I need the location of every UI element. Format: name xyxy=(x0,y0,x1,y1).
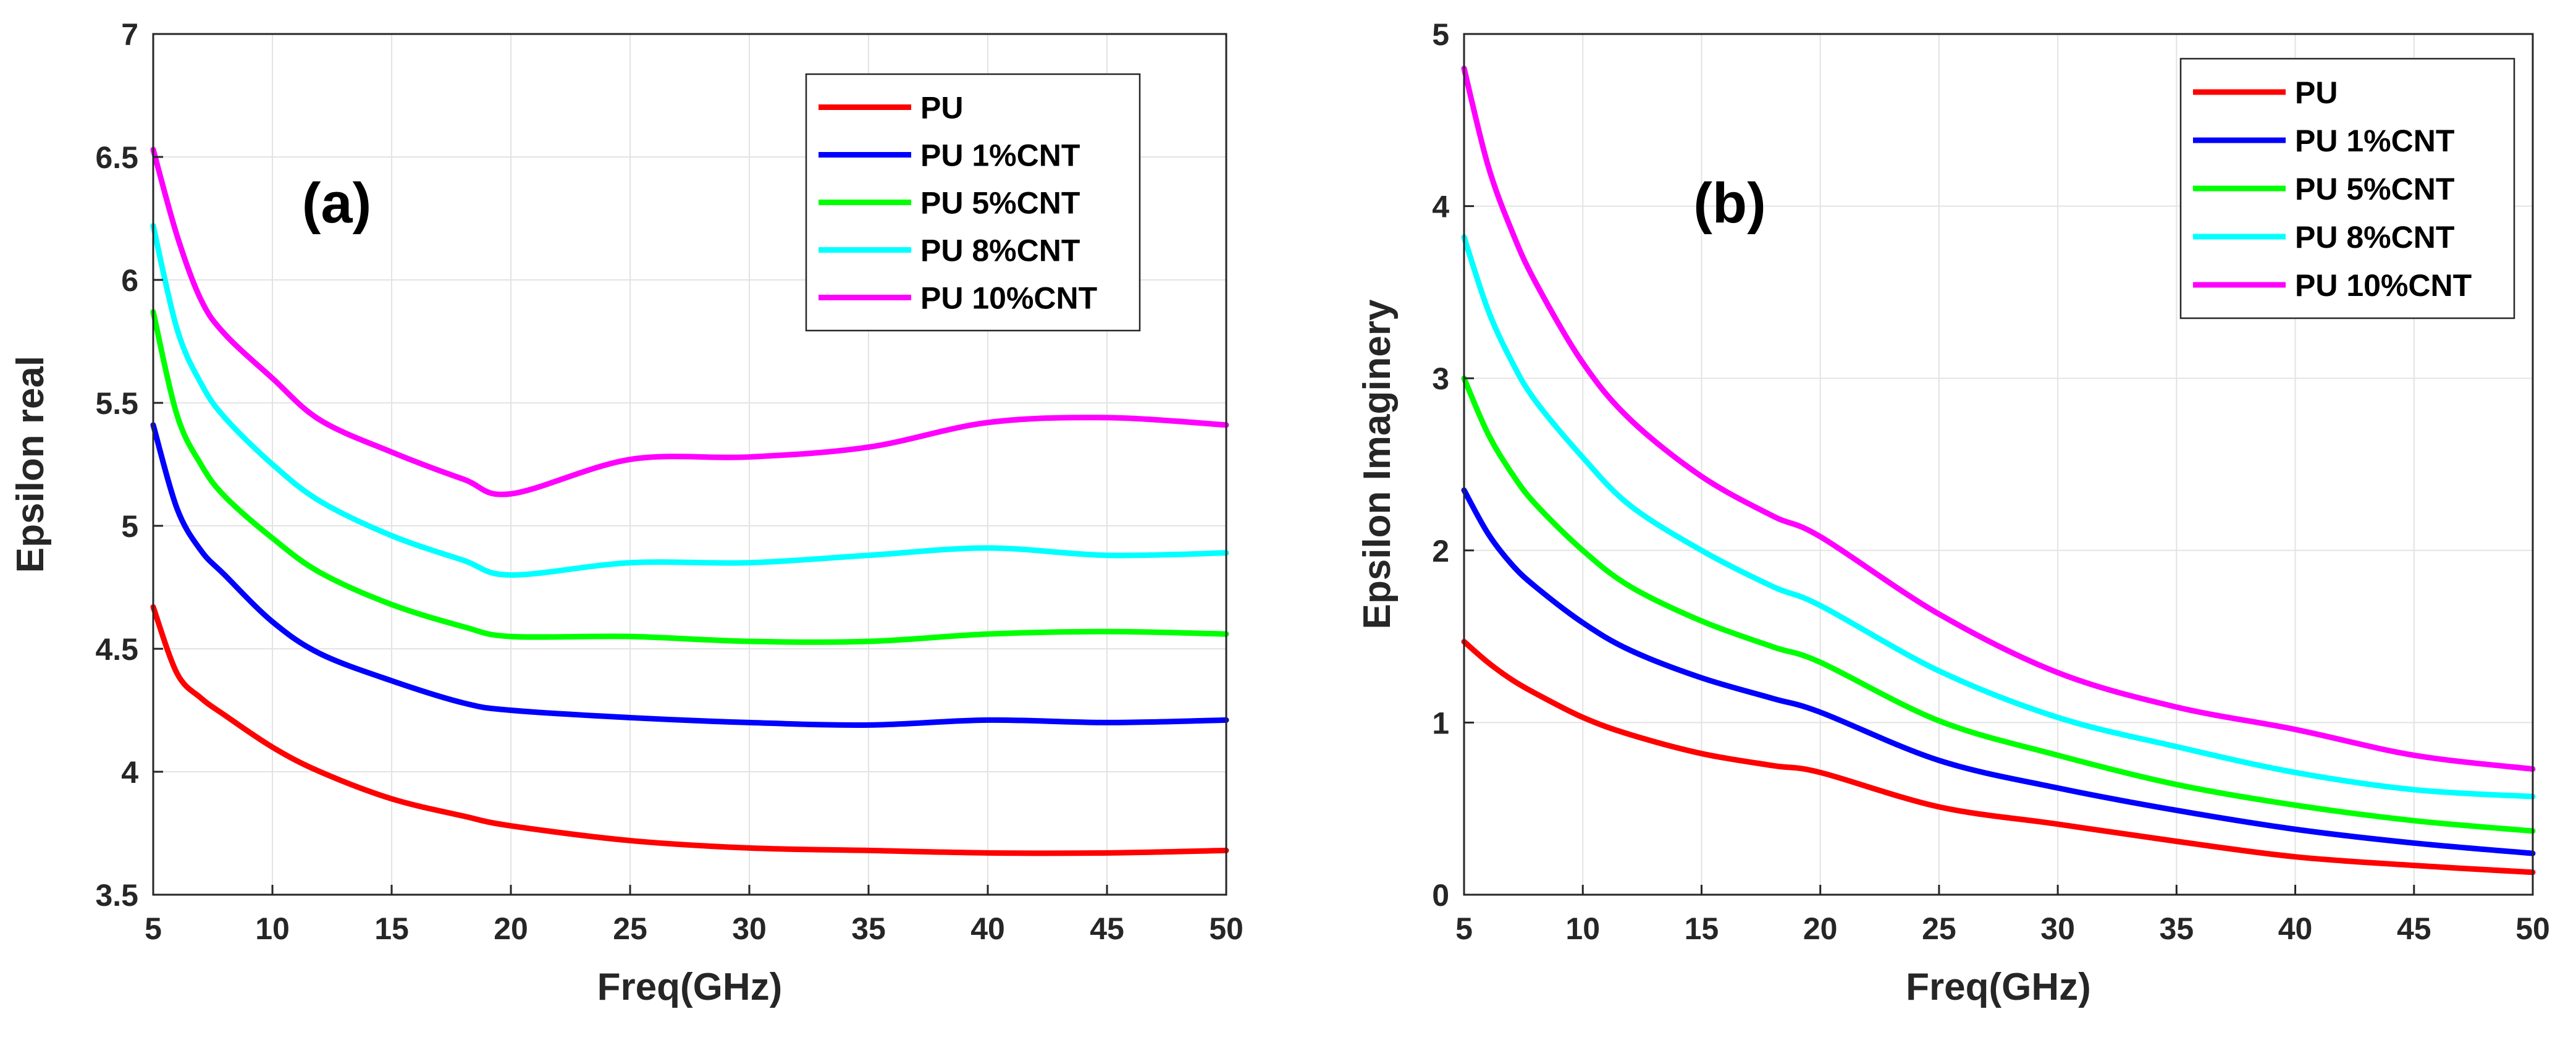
axes-frame xyxy=(152,33,1227,896)
y-axis-label: Epsilon Imaginery xyxy=(1356,299,1399,630)
x-tick-label: 50 xyxy=(2515,911,2550,946)
x-tick-label: 30 xyxy=(2040,911,2075,946)
legend-entry-label: PU 1%CNT xyxy=(920,138,1080,173)
x-tick-label: 40 xyxy=(2278,911,2313,946)
y-tick-label: 4 xyxy=(121,755,138,790)
y-tick-label: 6.5 xyxy=(95,140,138,175)
legend-entry-label: PU 10%CNT xyxy=(920,281,1097,316)
y-tick-label: 7 xyxy=(121,17,138,52)
series-line-pu xyxy=(1461,638,2536,876)
legend-entry-label: PU 10%CNT xyxy=(2295,268,2472,303)
x-tick-label: 45 xyxy=(2397,911,2431,946)
legend-entry-label: PU xyxy=(2295,75,2338,110)
y-tick-label: 2 xyxy=(1432,534,1449,568)
x-tick-label: 40 xyxy=(970,911,1005,946)
legend-entry-label: PU xyxy=(920,91,963,125)
series-line-pu-1pctcnt xyxy=(150,422,1229,728)
x-tick-label: 10 xyxy=(1565,911,1600,946)
y-tick-label: 3 xyxy=(1432,361,1449,396)
x-tick-label: 45 xyxy=(1090,911,1124,946)
y-tick-label: 4.5 xyxy=(95,632,138,667)
axes-frame xyxy=(1463,33,2534,896)
legend-box xyxy=(805,73,1141,332)
y-tick-label: 5 xyxy=(121,509,138,544)
series-line-pu-10pctcnt xyxy=(150,146,1229,497)
series-line-pu xyxy=(150,604,1229,856)
y-tick-label: 5 xyxy=(1432,17,1449,52)
y-tick-label: 5.5 xyxy=(95,386,138,421)
x-tick-label: 25 xyxy=(613,911,647,946)
y-axis-label: Epsilon real xyxy=(9,356,52,573)
x-tick-label: 35 xyxy=(2160,911,2194,946)
series-line-pu-8pctcnt xyxy=(1461,234,2536,800)
x-tick-label: 10 xyxy=(255,911,290,946)
x-axis-label: Freq(GHz) xyxy=(1906,966,2091,1008)
x-tick-label: 5 xyxy=(145,911,162,946)
y-tick-label: 1 xyxy=(1432,706,1449,740)
y-tick-label: 6 xyxy=(121,263,138,298)
legend-entry-label: PU 8%CNT xyxy=(2295,220,2454,255)
x-tick-label: 20 xyxy=(1803,911,1838,946)
legend-entry-label: PU 1%CNT xyxy=(2295,124,2454,158)
y-tick-label: 3.5 xyxy=(95,878,138,913)
legend-entry-label: PU 5%CNT xyxy=(920,186,1080,221)
series-line-pu-8pctcnt xyxy=(150,222,1229,578)
x-tick-label: 15 xyxy=(1685,911,1719,946)
series-line-pu-5pctcnt xyxy=(1461,375,2536,834)
x-tick-label: 25 xyxy=(1922,911,1956,946)
x-tick-label: 30 xyxy=(732,911,767,946)
x-tick-label: 15 xyxy=(374,911,409,946)
x-tick-label: 50 xyxy=(1209,911,1244,946)
panel-tag: (a) xyxy=(302,172,371,235)
legend-entry-label: PU 5%CNT xyxy=(2295,172,2454,206)
panel-tag: (b) xyxy=(1693,172,1766,235)
legend-entry-label: PU 8%CNT xyxy=(920,234,1080,268)
panel-a: 5 10 15 20 25 30 35 40 45 50 3.5 4 4.5 5 5.5 6 6.5 7 Freq(… xyxy=(9,17,1244,1008)
x-tick-label: 20 xyxy=(494,911,528,946)
legend: PU PU 1%CNT PU 5%CNT PU 8%CNT PU 10%CNT xyxy=(805,73,1141,332)
y-tick-label: 4 xyxy=(1432,190,1449,224)
x-tick-label: 5 xyxy=(1455,911,1473,946)
series-line-pu-1pctcnt xyxy=(1461,487,2536,856)
legend: PU PU 1%CNT PU 5%CNT PU 8%CNT PU 10%CNT xyxy=(2179,57,2515,319)
y-tick-label: 0 xyxy=(1432,878,1449,913)
panel-b: 5 10 15 20 25 30 35 40 45 50012345Freq(GHz)Epsilo… xyxy=(1356,17,2550,1008)
x-tick-label: 35 xyxy=(851,911,886,946)
series-line-pu-10pctcnt xyxy=(1461,65,2536,772)
series-line-pu-5pctcnt xyxy=(150,309,1229,645)
x-axis-label: Freq(GHz) xyxy=(597,966,783,1008)
